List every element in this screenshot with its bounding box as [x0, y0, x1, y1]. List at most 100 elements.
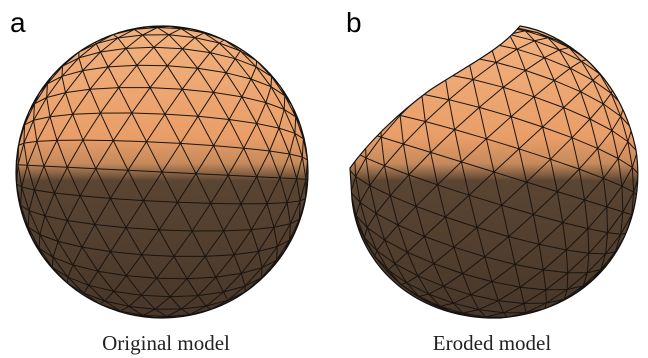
mesh-edge — [350, 148, 354, 152]
mesh-edge — [349, 148, 350, 170]
mesh-edge — [349, 184, 351, 193]
mesh-edge — [387, 58, 405, 74]
mesh-edge — [354, 132, 365, 152]
mesh-edge — [405, 55, 421, 59]
mesh-edge — [443, 30, 462, 36]
mesh-edge — [395, 58, 405, 65]
mesh-edge — [589, 253, 606, 254]
mesh-edge — [348, 148, 350, 164]
caption: Eroded model — [433, 331, 552, 355]
mesh-edge — [497, 26, 503, 27]
mesh-edge — [367, 92, 372, 110]
mesh-edge — [350, 129, 356, 147]
mesh-edge — [485, 27, 503, 31]
mesh-edge — [462, 27, 481, 30]
mesh-edge — [360, 97, 369, 114]
mesh-edge — [464, 31, 484, 40]
mesh-edge — [373, 90, 383, 92]
mesh-edge — [356, 129, 365, 132]
mesh-edge — [373, 74, 388, 92]
mesh-edge — [355, 129, 357, 130]
mesh-edge — [420, 55, 421, 72]
mesh-edge — [47, 84, 48, 98]
mesh-edge — [420, 71, 445, 74]
mesh-edge — [373, 80, 381, 92]
mesh-edge — [351, 129, 355, 145]
mesh-edge — [502, 27, 517, 28]
mesh-edge — [354, 129, 356, 151]
mesh-edge — [52, 257, 53, 267]
mesh-edge — [405, 45, 424, 58]
mesh-edge — [381, 65, 395, 80]
mesh-edge — [367, 110, 380, 112]
mesh-edge — [636, 140, 638, 149]
mesh-edge — [18, 165, 27, 166]
mesh-edge — [481, 27, 485, 32]
mesh-edge — [355, 111, 362, 129]
caption: Original model — [102, 331, 230, 355]
mesh-edge — [62, 66, 63, 76]
mesh-edge — [421, 45, 424, 55]
mesh-edge — [411, 45, 424, 52]
mesh-edge — [411, 42, 428, 52]
mesh-edge — [271, 77, 272, 87]
mesh-edge — [462, 31, 464, 40]
mesh-edge — [387, 71, 400, 74]
mesh-edge — [284, 96, 285, 110]
mesh-edge — [356, 111, 361, 130]
mesh-edge — [485, 31, 510, 34]
mesh-edge — [567, 273, 568, 290]
mesh-edge — [262, 268, 263, 278]
mesh-edge — [399, 71, 420, 91]
mesh-edge — [380, 91, 399, 112]
mesh-edge — [442, 31, 462, 41]
mesh-edge — [157, 278, 187, 279]
mesh-edge — [424, 42, 429, 45]
mesh-edge — [428, 35, 443, 41]
mesh-edge — [399, 71, 401, 90]
mesh-edge — [365, 110, 367, 132]
mesh-edge — [481, 26, 497, 27]
mesh-edge — [399, 91, 400, 116]
mesh-edge — [395, 52, 411, 65]
mesh-edge — [502, 27, 509, 34]
figure: a b Original model Eroded model — [0, 0, 648, 358]
mesh-edge — [622, 101, 624, 106]
mesh-edge — [442, 41, 464, 55]
mesh-edge — [443, 31, 462, 35]
mesh-edge — [424, 35, 443, 45]
mesh-edge — [464, 41, 490, 44]
mesh-edge — [39, 235, 40, 249]
mesh-edge — [380, 90, 382, 111]
mesh-edge — [349, 184, 350, 196]
mesh-edge — [365, 111, 380, 132]
mesh-edge — [356, 110, 367, 130]
mesh-edge — [639, 175, 640, 181]
mesh-edge — [137, 65, 167, 66]
mesh-edge — [399, 91, 422, 94]
mesh-edge — [442, 54, 445, 74]
mesh-edge — [546, 290, 547, 303]
mesh-edge — [401, 55, 421, 72]
mesh-edge — [497, 26, 517, 28]
mesh-edge — [464, 41, 468, 57]
mesh-edge — [362, 92, 373, 111]
panel-label: a — [10, 7, 26, 38]
mesh-edge — [367, 90, 382, 110]
mesh-edge — [362, 110, 368, 111]
mesh-edge — [421, 41, 442, 55]
mesh-edge — [277, 247, 278, 261]
mesh-edge — [442, 41, 443, 54]
mesh-edge — [369, 80, 381, 96]
mesh-edge — [442, 54, 468, 57]
mesh-edge — [401, 58, 405, 71]
mesh-edge — [381, 74, 388, 80]
mesh-edge — [211, 203, 241, 204]
mesh-edge — [485, 31, 490, 43]
mesh-edge — [83, 140, 113, 141]
mesh-edge — [362, 97, 370, 111]
mesh-edge — [405, 52, 411, 58]
mesh-edge — [420, 54, 442, 71]
panel-label: b — [346, 7, 362, 38]
mesh-edge — [382, 90, 399, 91]
